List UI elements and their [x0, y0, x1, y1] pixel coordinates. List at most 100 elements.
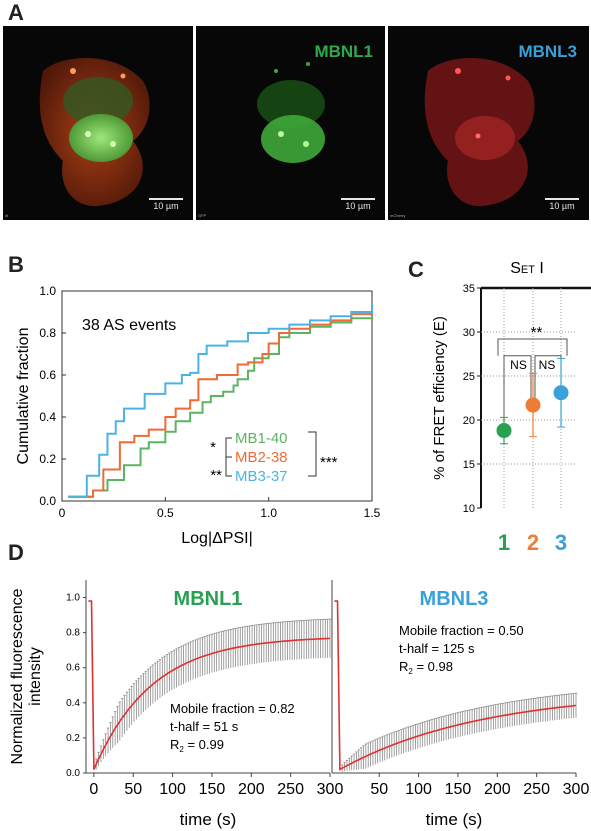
x-tick-label: 200 — [484, 781, 511, 798]
y-tick-label: 0.8 — [66, 628, 80, 639]
sig-label: NS — [539, 358, 556, 372]
corner-label: mCherry — [390, 213, 406, 218]
sig-label: * — [210, 439, 216, 456]
y-axis-label: % of FRET efficiency (E) — [431, 316, 448, 480]
x-tick-label: 0 — [89, 781, 98, 798]
y-tick-label: 10 — [463, 503, 475, 515]
scale-bar: 10 µm — [545, 198, 579, 211]
recovery-curve — [88, 600, 331, 770]
chart-title: MBNL3 — [420, 588, 489, 610]
r2-text: R2 = 0.98 — [399, 659, 453, 676]
series-line — [68, 309, 373, 498]
x-tick-label: 250 — [523, 781, 550, 798]
category-label: 3 — [555, 530, 567, 555]
image-label: MBNL1 — [314, 42, 373, 61]
t-half-text: t-half = 125 s — [399, 641, 475, 656]
legend-entry: MB2-38 — [235, 449, 288, 466]
mbnl3-image-art — [424, 57, 535, 207]
sig-label: ** — [210, 467, 222, 484]
x-axis-label: Log|ΔPSI| — [181, 530, 252, 547]
sig-label: ** — [531, 324, 543, 341]
mobile-fraction-text: Mobile fraction = 0.50 — [399, 623, 524, 638]
micro-image-mbnl3: MBNL3 10 µm mCherry — [388, 26, 589, 220]
mbnl1-image-art — [257, 62, 325, 163]
bracket-1-2 — [225, 437, 232, 458]
bracket-1-2 — [503, 355, 532, 425]
sig-label: *** — [320, 454, 338, 471]
x-tick-label: 300 — [317, 781, 344, 798]
data-point — [525, 397, 541, 413]
t-half-text: t-half = 51 s — [170, 719, 239, 734]
x-tick-label: 50 — [124, 781, 142, 798]
category-label: 1 — [498, 530, 510, 555]
series-line — [68, 314, 373, 498]
x-tick-label: 150 — [445, 781, 472, 798]
x-tick-label: 200 — [238, 781, 265, 798]
y-tick-label: 0.6 — [66, 663, 80, 674]
chart-title: MBNL1 — [174, 588, 243, 610]
y-tick-label: 35 — [463, 283, 475, 295]
y-tick-label: 0.2 — [39, 452, 56, 466]
legend-entry: MB1-40 — [235, 430, 288, 447]
x-tick-label: 1.5 — [364, 506, 381, 520]
x-tick-label: 300 — [563, 781, 590, 798]
merge-image-art — [39, 57, 150, 207]
plot-frame — [61, 290, 373, 502]
x-tick-label: 50 — [370, 781, 388, 798]
y-axis-label: Cumulative fraction — [15, 328, 32, 465]
annotation-text: 38 AS events — [82, 317, 176, 334]
chart-title: Set I — [510, 260, 544, 277]
sig-label: NS — [510, 358, 527, 372]
category-label: 2 — [527, 530, 539, 555]
x-axis-label: time (s) — [426, 810, 483, 829]
y-tick-label: 25 — [463, 371, 475, 383]
scale-bar: 10 µm — [341, 198, 375, 211]
panel-b-letter: B — [8, 252, 24, 277]
data-point — [553, 385, 569, 401]
micro-image-merge: 10 µm dl — [3, 26, 193, 220]
y-tick-label: 0.6 — [39, 368, 56, 382]
y-axis-label: intensity — [27, 647, 44, 706]
series-line — [68, 303, 373, 498]
y-tick-label: 20 — [463, 415, 475, 427]
scale-bar: 10 µm — [149, 198, 183, 211]
x-tick-label: 1.0 — [260, 506, 277, 520]
cumulative-fraction-chart: 0.0 0.2 0.4 0.6 0.8 1.0 0 0.5 1.0 1.5 Log|ΔPSI| Cum… — [15, 284, 381, 547]
r2-text: R2 = 0.99 — [170, 737, 224, 754]
panel-a-letter: A — [8, 0, 24, 25]
micro-image-mbnl1: MBNL1 10 µm GFP — [196, 26, 385, 220]
x-axis-label: time (s) — [180, 810, 237, 829]
x-tick-label: 100 — [405, 781, 432, 798]
y-tick-label: 1.0 — [66, 593, 80, 604]
corner-label: dl — [5, 213, 9, 218]
y-tick-label: 0.4 — [66, 698, 80, 709]
data-point — [496, 423, 512, 439]
y-axis-label: Normalized fluorescence — [9, 588, 26, 764]
fret-efficiency-chart: Set I 10 15 20 25 30 35 % of FRET efficiency (E… — [431, 260, 591, 555]
x-tick-label: 250 — [277, 781, 304, 798]
panel-c-letter: C — [408, 257, 424, 282]
bracket-2-3 — [225, 456, 232, 477]
y-tick-label: 0.4 — [39, 410, 56, 424]
legend-entry: MB3-37 — [235, 468, 288, 485]
bracket-1-3 — [308, 431, 317, 477]
y-tick-label: 15 — [463, 459, 475, 471]
frap-recovery-charts: 0.0 0.2 0.4 0.6 0.8 1.0 Normalized fluorescenc… — [9, 580, 590, 829]
y-tick-label: 1.0 — [39, 284, 56, 298]
corner-label: GFP — [198, 213, 207, 218]
mobile-fraction-text: Mobile fraction = 0.82 — [170, 701, 295, 716]
y-tick-label: 30 — [463, 327, 475, 339]
image-label: MBNL3 — [518, 42, 577, 61]
panel-d-letter: D — [8, 540, 24, 565]
bracket-1-3 — [497, 338, 568, 356]
y-tick-label: 0.0 — [66, 768, 80, 779]
x-tick-label: 100 — [159, 781, 186, 798]
y-tick-label: 0.2 — [66, 733, 80, 744]
x-tick-label: 0 — [59, 506, 66, 520]
x-tick-label: 0.5 — [157, 506, 174, 520]
y-tick-label: 0.8 — [39, 326, 56, 340]
label-bg — [509, 357, 529, 371]
recovery-curve — [334, 600, 577, 771]
y-tick-label: 0.0 — [39, 494, 56, 508]
label-bg — [538, 357, 557, 371]
